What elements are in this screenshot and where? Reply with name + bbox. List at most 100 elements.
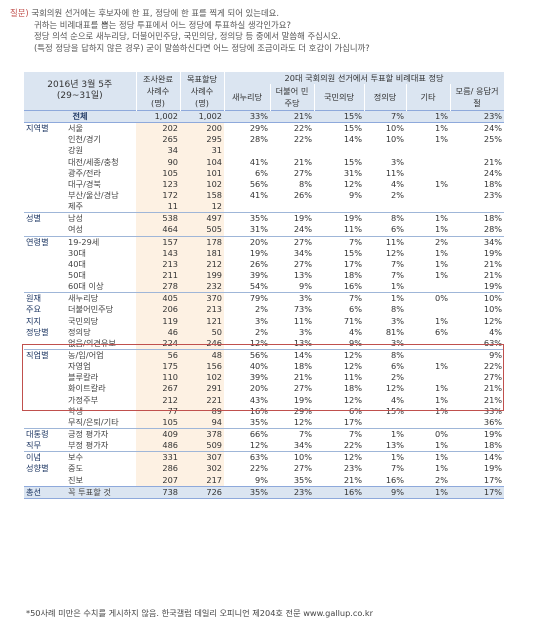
group-label	[24, 145, 66, 156]
group-label	[24, 224, 66, 236]
question-label: 질문)	[10, 8, 29, 18]
row-label: 대구/경북	[68, 178, 101, 189]
question-line-1: 질문) 국회의원 선거에는 후보자에 한 표, 정당에 한 표를 찍게 되어 있…	[10, 8, 280, 18]
row-label: 서울	[66, 122, 137, 135]
table-cell: 12%	[293, 416, 313, 427]
table-cell: 2%	[391, 372, 405, 383]
table-cell: 16%	[249, 405, 269, 416]
row-label: 꼭 투표할 것	[66, 485, 137, 499]
row-label: 중도	[68, 463, 84, 474]
row-label: 블루칼라	[68, 372, 99, 383]
table-cell: 0%	[406, 292, 451, 305]
table-cell: 12%	[385, 383, 405, 394]
row-label: 학생	[68, 405, 84, 416]
table-cell: 409	[136, 427, 181, 441]
table-cell: 15%	[343, 247, 363, 258]
table-cell: 1%	[435, 178, 449, 189]
table-row: 화이트칼라 267 291 20% 27% 18% 12% 1% 21%	[24, 383, 504, 395]
table-cell: 3%	[270, 292, 315, 305]
group-label	[24, 395, 66, 406]
table-cell	[406, 304, 450, 315]
table-body: 전체 1,002 1,002 33% 21% 15% 7% 1% 23% 지역별 서울 202 200 2…	[24, 109, 505, 499]
table-cell: 16%	[343, 281, 363, 292]
table-cell: 307	[180, 451, 225, 464]
table-cell: 8%	[364, 348, 407, 362]
table-row: 정당별 정의당 46 50 2% 3% 4% 81% 6% 4%	[24, 326, 504, 338]
row-label: 부산/울산/경남	[68, 190, 119, 201]
table-cell: 22%	[270, 122, 315, 135]
group-label	[24, 383, 66, 394]
table-cell: 158	[180, 189, 225, 202]
table-cell: 7%	[314, 235, 365, 248]
table-cell: 0%	[406, 427, 451, 441]
table-cell: 33%	[224, 109, 271, 124]
party-header: 정의당	[364, 84, 407, 111]
table-cell: 18%	[343, 270, 363, 281]
row-label: 더불어민주당	[68, 304, 114, 315]
table-cell: 27%	[293, 463, 313, 474]
table-cell: 405	[136, 292, 181, 305]
table-cell: 56	[136, 348, 181, 362]
table-cell: 1,002	[180, 109, 225, 124]
table-cell: 505	[180, 224, 225, 237]
table-cell: 123	[136, 178, 181, 190]
table-cell	[406, 201, 450, 213]
table-row: 무직/은퇴/기타 105 94 35% 12% 17% 36%	[24, 416, 504, 429]
table-cell: 23%	[450, 109, 505, 124]
table-cell: 12%	[385, 247, 405, 258]
group-label: 대통령	[24, 427, 66, 441]
table-cell	[406, 157, 450, 168]
group-label: 직무	[26, 440, 42, 451]
table-cell: 178	[180, 235, 225, 248]
table-cell	[406, 372, 450, 383]
table-cell: 23%	[343, 463, 363, 474]
group-label	[24, 406, 66, 417]
row-label: 진보	[68, 474, 84, 485]
table-cell: 6%	[435, 326, 449, 337]
table-cell: 12	[180, 201, 225, 213]
table-row: 없음/의견유보 224 246 12% 13% 9% 3% 63%	[24, 337, 504, 350]
group-label: 성향별	[26, 463, 49, 474]
group-label	[24, 417, 66, 429]
table-cell: 221	[180, 394, 225, 406]
table-row: 50대 211 199 39% 13% 18% 7% 1% 21%	[24, 269, 504, 282]
table-cell: 1%	[435, 258, 449, 269]
table-cell: 27%	[293, 383, 313, 394]
row-label: 정의당	[68, 326, 91, 337]
table-cell: 121	[180, 315, 225, 327]
table-cell: 1%	[406, 122, 451, 135]
table-cell: 1%	[435, 224, 449, 235]
group-label	[24, 157, 66, 168]
table-cell: 4%	[391, 394, 405, 405]
table-row: 대구/경북 123 102 56% 8% 12% 4% 1% 18%	[24, 178, 504, 190]
question-line-4: (특정 정당을 답하지 않은 경우) 굳이 말씀하신다면 어느 정당에 조금이라…	[34, 42, 370, 53]
table-cell: 24%	[450, 122, 505, 135]
table-cell: 29%	[224, 122, 271, 135]
table-cell: 8%	[299, 178, 313, 189]
table-cell: 7%	[314, 292, 365, 305]
row-label: 화이트칼라	[68, 383, 106, 394]
table-cell: 1,002	[136, 109, 181, 124]
group-label	[24, 372, 66, 383]
table-cell: 25%	[483, 134, 503, 145]
table-cell: 20%	[249, 383, 269, 394]
table-cell: 19%	[270, 212, 315, 225]
group-label: 성별	[24, 212, 66, 225]
row-label: 광주/전라	[68, 167, 101, 178]
table-cell: 35%	[249, 416, 269, 427]
table-cell	[406, 190, 450, 201]
table-cell	[406, 348, 451, 362]
table-cell: 12%	[343, 394, 363, 405]
table-cell: 20%	[224, 235, 271, 248]
table-cell: 295	[180, 134, 225, 146]
table-row: 광주/전라 105 101 6% 27% 31% 11% 24%	[24, 167, 504, 179]
table-cell: 6%	[391, 361, 405, 372]
table-cell: 12%	[343, 361, 363, 372]
row-label: 부정 평가자	[68, 440, 109, 451]
table-cell	[224, 201, 270, 213]
party-header: 새누리당	[224, 84, 271, 111]
table-cell	[314, 145, 364, 156]
table-cell: 46	[136, 326, 181, 338]
table-cell: 1%	[406, 109, 451, 124]
table-cell: 246	[180, 337, 225, 350]
